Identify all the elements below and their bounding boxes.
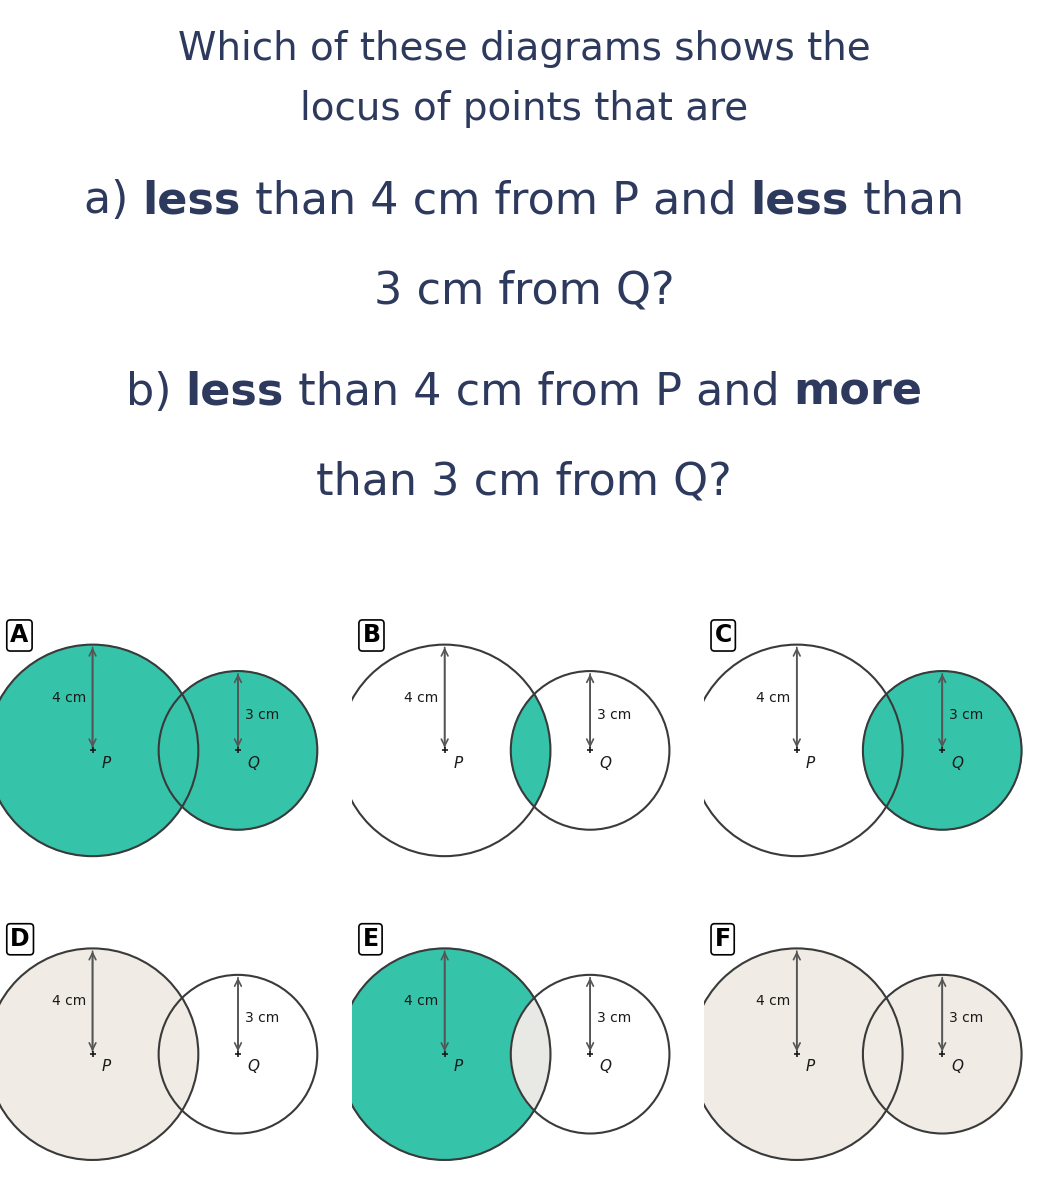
Text: 3 cm: 3 cm xyxy=(596,1012,631,1025)
Text: less: less xyxy=(185,371,284,414)
Text: P: P xyxy=(102,1060,111,1074)
Text: 3 cm: 3 cm xyxy=(596,708,631,721)
Text: Q: Q xyxy=(599,1060,611,1074)
Circle shape xyxy=(339,948,550,1160)
Text: Which of these diagrams shows the: Which of these diagrams shows the xyxy=(177,30,871,68)
Text: P: P xyxy=(806,1060,815,1074)
Text: Q: Q xyxy=(952,756,963,770)
Text: C: C xyxy=(715,623,732,647)
Circle shape xyxy=(158,975,318,1134)
Text: than: than xyxy=(849,179,964,222)
Text: 3 cm: 3 cm xyxy=(948,1012,983,1025)
Text: 4 cm: 4 cm xyxy=(756,994,790,1008)
Circle shape xyxy=(510,975,670,1134)
Text: less: less xyxy=(143,179,241,222)
Text: 4 cm: 4 cm xyxy=(403,994,438,1008)
Text: b): b) xyxy=(126,371,185,414)
Text: P: P xyxy=(454,756,463,770)
Circle shape xyxy=(510,671,670,830)
Text: 3 cm: 3 cm xyxy=(948,708,983,721)
Text: a): a) xyxy=(84,179,143,222)
Text: than 4 cm from P and: than 4 cm from P and xyxy=(284,371,793,414)
Text: Q: Q xyxy=(599,756,611,770)
Text: 3 cm: 3 cm xyxy=(244,708,279,721)
Circle shape xyxy=(0,948,198,1160)
Circle shape xyxy=(863,671,1022,830)
Text: than 4 cm from P and: than 4 cm from P and xyxy=(241,179,750,222)
Text: P: P xyxy=(454,1060,463,1074)
Text: 4 cm: 4 cm xyxy=(403,690,438,704)
Text: F: F xyxy=(715,927,730,951)
Text: Q: Q xyxy=(247,1060,259,1074)
Text: 4 cm: 4 cm xyxy=(756,690,790,704)
Text: less: less xyxy=(750,179,849,222)
Text: more: more xyxy=(793,371,922,414)
Text: 4 cm: 4 cm xyxy=(51,994,86,1008)
Text: P: P xyxy=(806,756,815,770)
Text: Q: Q xyxy=(247,756,259,770)
Text: D: D xyxy=(10,927,30,951)
Text: locus of points that are: locus of points that are xyxy=(300,90,748,128)
Text: P: P xyxy=(102,756,111,770)
Text: 4 cm: 4 cm xyxy=(51,690,86,704)
Text: 3 cm: 3 cm xyxy=(244,1012,279,1025)
Text: B: B xyxy=(363,623,380,647)
Circle shape xyxy=(0,645,198,856)
Text: than 3 cm from Q?: than 3 cm from Q? xyxy=(316,460,732,504)
Text: A: A xyxy=(10,623,28,647)
Circle shape xyxy=(158,671,318,830)
Circle shape xyxy=(691,948,902,1160)
Text: 3 cm from Q?: 3 cm from Q? xyxy=(374,269,674,312)
Text: Q: Q xyxy=(952,1060,963,1074)
Circle shape xyxy=(863,975,1022,1134)
Text: E: E xyxy=(363,927,378,951)
